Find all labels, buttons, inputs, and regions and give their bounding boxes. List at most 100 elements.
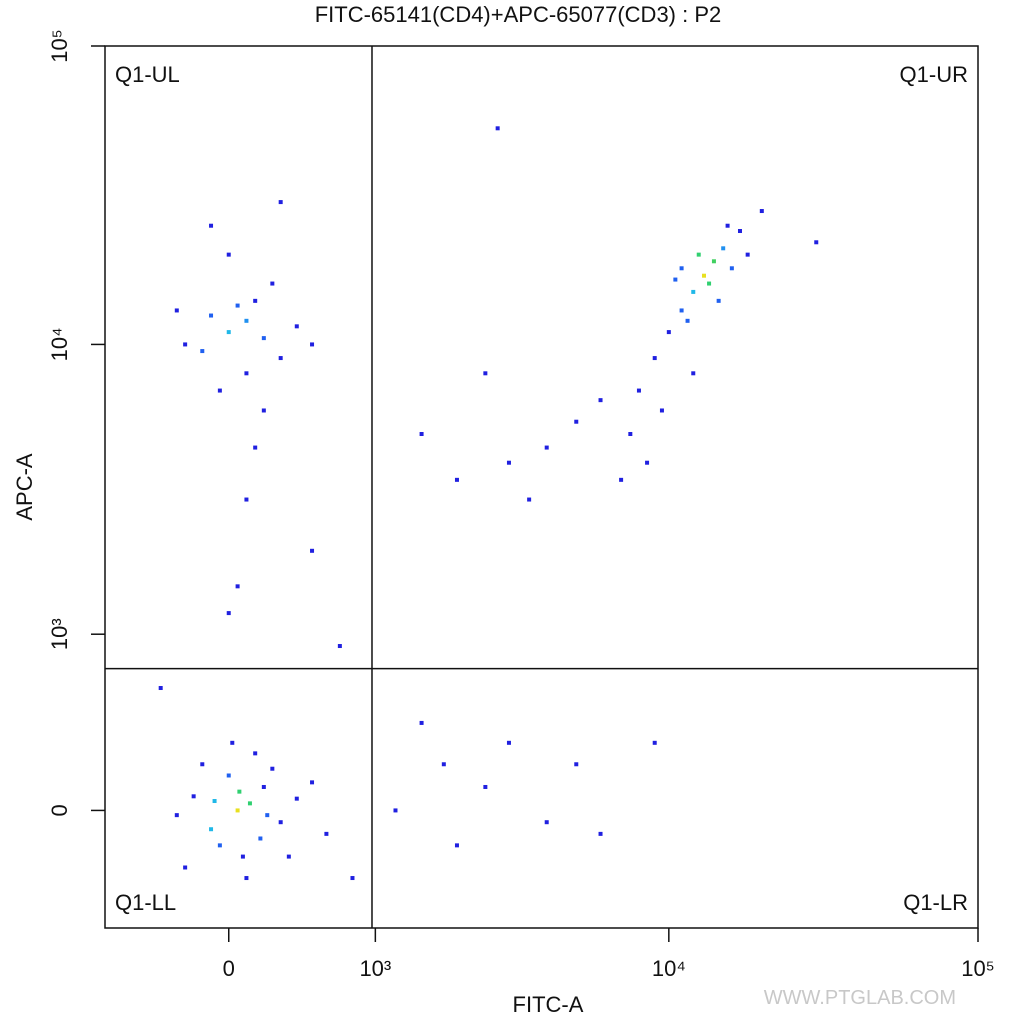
x-tick-label: 10⁴ [652, 956, 686, 981]
point [691, 371, 696, 376]
point [652, 356, 657, 361]
chart-title: FITC-65141(CD4)+APC-65077(CD3) : P2 [315, 2, 722, 27]
point [814, 240, 819, 245]
watermark: WWW.PTGLAB.COM [764, 987, 956, 1009]
point [506, 460, 511, 465]
point [261, 784, 266, 789]
point [419, 720, 424, 725]
point [226, 252, 231, 257]
point [716, 298, 721, 303]
x-tick-label: 0 [223, 956, 235, 981]
point [454, 843, 459, 848]
point [483, 784, 488, 789]
point [666, 330, 671, 335]
point [419, 432, 424, 437]
point [253, 298, 258, 303]
point [230, 740, 235, 745]
point [217, 843, 222, 848]
quadrant-label: Q1-LR [903, 890, 968, 915]
point [696, 252, 701, 257]
point [721, 246, 726, 251]
point [745, 252, 750, 257]
point [174, 813, 179, 818]
point [237, 789, 242, 794]
point [679, 308, 684, 313]
point [158, 686, 163, 691]
point [244, 876, 249, 881]
point [217, 388, 222, 393]
point [707, 281, 712, 286]
y-tick-label: 0 [47, 804, 72, 816]
point [278, 820, 283, 825]
point [483, 371, 488, 376]
point [209, 223, 214, 228]
point [574, 762, 579, 767]
point [244, 371, 249, 376]
x-axis-label: FITC-A [513, 992, 584, 1017]
point [183, 342, 188, 347]
point [278, 200, 283, 205]
point [737, 229, 742, 234]
point [691, 289, 696, 294]
point [725, 223, 730, 228]
point [574, 419, 579, 424]
point [258, 836, 263, 841]
point [679, 266, 684, 271]
point [226, 611, 231, 616]
point [200, 349, 205, 354]
point [759, 209, 764, 214]
point [701, 273, 706, 278]
point [628, 432, 633, 437]
point [294, 324, 299, 329]
point [261, 408, 266, 413]
point [636, 388, 641, 393]
point [226, 773, 231, 778]
quadrant-label: Q1-UR [900, 62, 968, 87]
point [261, 336, 266, 341]
point [544, 445, 549, 450]
quadrant-label: Q1-UL [115, 62, 180, 87]
point [174, 308, 179, 313]
point [619, 477, 624, 482]
y-tick-label: 10⁴ [47, 327, 72, 361]
point [183, 865, 188, 870]
point [711, 259, 716, 264]
x-tick-label: 10⁵ [961, 956, 995, 981]
point [652, 740, 657, 745]
quadrant-label: Q1-LL [115, 890, 176, 915]
point [209, 313, 214, 318]
point [226, 330, 231, 335]
y-axis-label: APC-A [12, 453, 37, 521]
x-tick-label: 10³ [359, 956, 391, 981]
point [270, 281, 275, 286]
plot-frame [104, 45, 979, 929]
point [200, 762, 205, 767]
point [278, 356, 283, 361]
point [235, 584, 240, 589]
point [506, 740, 511, 745]
point [673, 277, 678, 282]
point [265, 813, 270, 818]
y-tick-label: 10³ [47, 618, 72, 650]
point [324, 831, 329, 836]
point [244, 318, 249, 323]
point [310, 342, 315, 347]
point [598, 398, 603, 403]
point [454, 477, 459, 482]
y-tick-label: 10⁵ [47, 29, 72, 63]
point [247, 801, 252, 806]
point [495, 126, 500, 131]
point [527, 497, 532, 502]
point [441, 762, 446, 767]
point [337, 644, 342, 649]
point [253, 445, 258, 450]
point [286, 854, 291, 859]
point [544, 820, 549, 825]
point [598, 831, 603, 836]
point [659, 408, 664, 413]
point [235, 303, 240, 308]
point [212, 799, 217, 804]
point [209, 827, 214, 832]
point [253, 751, 258, 756]
